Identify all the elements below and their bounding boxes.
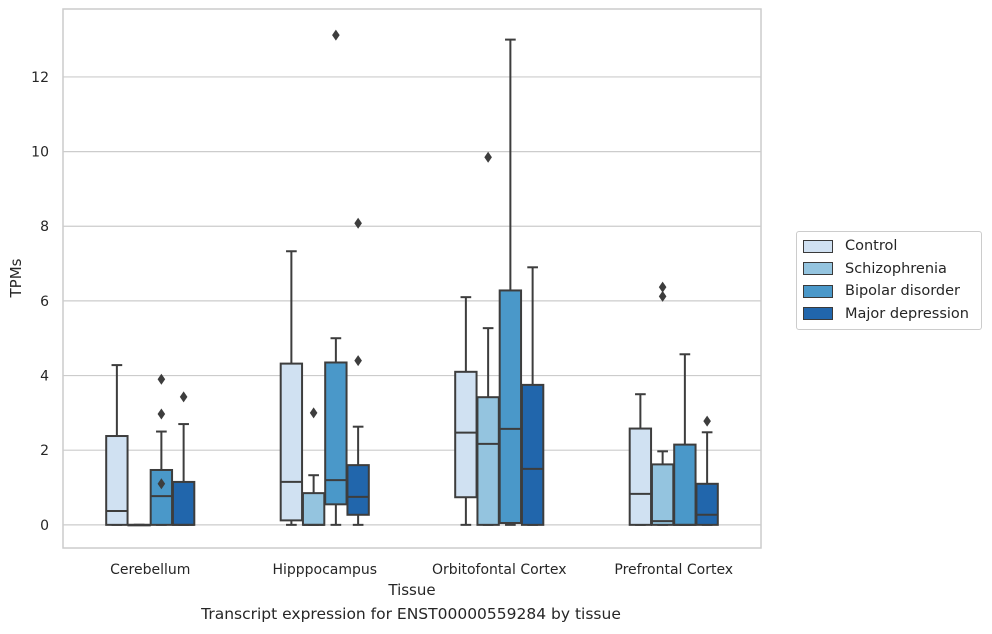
box-series — [105, 29, 719, 527]
box-body — [149, 468, 174, 526]
outlier-point — [157, 408, 166, 420]
box-body — [628, 427, 653, 526]
outlier-point — [157, 373, 166, 385]
box-body — [324, 361, 348, 506]
box-body — [695, 482, 719, 526]
legend-item-bipolar-disorder: Bipolar disorder — [797, 280, 981, 303]
box-group — [346, 217, 370, 526]
box-body — [105, 435, 129, 526]
legend-label-bipolar-disorder: Bipolar disorder — [845, 283, 960, 300]
box-group — [520, 266, 545, 526]
box-body — [498, 289, 523, 524]
box-body — [520, 383, 545, 526]
legend: Control Schizophrenia Bipolar disorder M… — [796, 231, 982, 330]
y-tick-label: 0 — [40, 518, 49, 534]
box-group — [498, 38, 523, 526]
box-body — [454, 370, 478, 499]
box-body — [673, 443, 697, 526]
x-axis-label: Tissue — [387, 581, 435, 599]
x-tick-label: Cerebellum — [110, 562, 190, 578]
outlier-point — [484, 151, 492, 163]
chart-title: Transcript expression for ENST0000055928… — [201, 605, 621, 623]
box-group — [279, 250, 304, 526]
x-tick-labels: Cerebellum Hipppocampus Orbitofontal Corte… — [110, 562, 733, 578]
box-group — [127, 523, 151, 527]
legend-swatch-bipolar-disorder — [803, 284, 833, 298]
outlier-point — [703, 415, 711, 427]
box-body — [346, 464, 370, 516]
legend-label-schizophrenia: Schizophrenia — [845, 260, 947, 277]
y-tick-label: 4 — [40, 369, 49, 385]
box-body — [301, 492, 326, 526]
box-group — [324, 29, 348, 526]
y-tick-label: 12 — [31, 70, 49, 86]
legend-swatch-schizophrenia — [803, 262, 833, 276]
outlier-point — [179, 391, 188, 403]
y-tick-label: 6 — [40, 294, 49, 310]
x-tick-label: Hipppocampus — [272, 562, 377, 578]
outlier-point — [332, 29, 340, 41]
box-body — [171, 480, 196, 526]
legend-label-major-depression: Major depression — [845, 305, 969, 322]
y-tick-label: 10 — [31, 145, 49, 161]
legend-label-control: Control — [845, 238, 898, 255]
y-tick-label: 8 — [40, 219, 49, 235]
box-group — [695, 415, 719, 526]
outlier-point — [354, 355, 362, 367]
box-group — [301, 407, 326, 526]
x-tick-label: Orbitofontal Cortex — [432, 562, 567, 578]
box-body — [476, 396, 500, 526]
box-body — [279, 362, 304, 522]
legend-swatch-control — [803, 239, 833, 253]
y-tick-labels: 0 2 4 6 8 10 12 — [31, 70, 49, 534]
outlier-point — [309, 407, 318, 419]
x-tick-label: Prefrontal Cortex — [614, 562, 733, 578]
y-tick-label: 2 — [40, 443, 49, 459]
box-body — [650, 463, 675, 526]
outlier-point — [157, 478, 166, 490]
y-axis-label: TPMs — [7, 258, 25, 298]
outlier-point — [658, 290, 667, 302]
outlier-point — [354, 217, 362, 229]
legend-item-schizophrenia: Schizophrenia — [797, 258, 981, 281]
outlier-point — [658, 281, 667, 293]
legend-item-control: Control — [797, 235, 981, 258]
legend-item-major-depression: Major depression — [797, 303, 981, 326]
legend-swatch-major-depression — [803, 307, 833, 321]
box-group — [105, 364, 129, 526]
box-group — [171, 391, 196, 526]
